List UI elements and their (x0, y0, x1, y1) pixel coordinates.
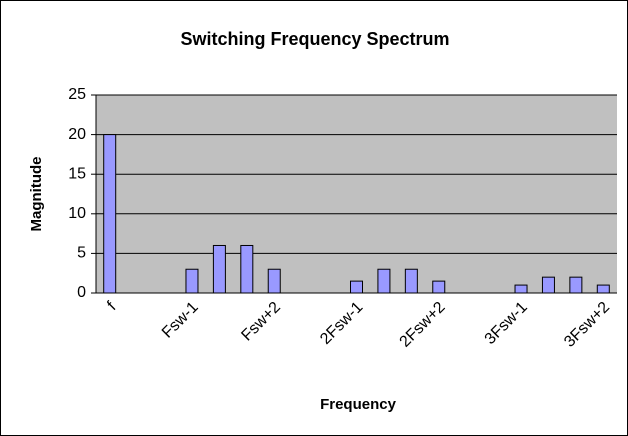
bar (514, 284, 528, 294)
y-tick-label: 25 (68, 86, 86, 103)
bar (569, 276, 583, 294)
bar (350, 280, 363, 294)
bar (212, 244, 226, 294)
bar (377, 268, 391, 294)
bar (596, 284, 610, 294)
y-tick-label: 15 (68, 165, 86, 182)
bar (541, 276, 555, 294)
x-axis-title: Frequency (320, 396, 397, 413)
y-tick-label: 10 (68, 205, 86, 222)
chart-title: Switching Frequency Spectrum (180, 29, 449, 49)
bar (240, 244, 254, 294)
plot-area (96, 95, 617, 293)
bar (185, 268, 199, 294)
y-tick-label: 5 (77, 245, 86, 262)
bar (103, 134, 117, 294)
y-tick-label: 0 (77, 284, 86, 301)
y-axis-title: Magnitude (28, 157, 45, 232)
bar (432, 280, 446, 294)
y-tick-label: 20 (68, 126, 86, 143)
bar (404, 268, 418, 294)
bar (267, 268, 281, 294)
